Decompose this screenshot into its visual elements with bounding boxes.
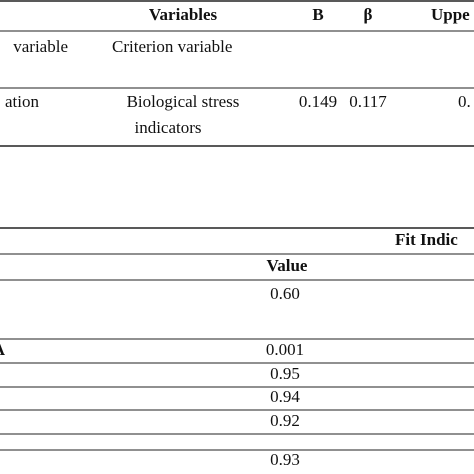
cell: 0.95 (270, 364, 300, 383)
header-cell: β (364, 5, 373, 24)
subheader-cell: variable (13, 37, 68, 56)
cell: indicators (134, 118, 201, 137)
header-cell: Uppe (431, 5, 470, 24)
header-cell: Value (267, 256, 308, 275)
header-cell: B (312, 5, 323, 24)
cell: A (0, 340, 6, 359)
cell: ation (5, 92, 39, 111)
cell: 0. (458, 92, 471, 111)
table-title: Fit Indic (395, 230, 458, 249)
cell: 0.92 (270, 411, 300, 430)
cell: Biological stress (127, 92, 240, 111)
cell: 0.117 (349, 92, 387, 111)
header-cell: Variables (149, 5, 218, 24)
cell: 0.001 (266, 340, 304, 359)
cell: 0.93 (270, 450, 300, 469)
subheader-cell: Criterion variable (112, 37, 232, 56)
cell: 0.94 (270, 387, 300, 406)
cell: 0.60 (270, 284, 300, 303)
cell: 0.149 (299, 92, 337, 111)
